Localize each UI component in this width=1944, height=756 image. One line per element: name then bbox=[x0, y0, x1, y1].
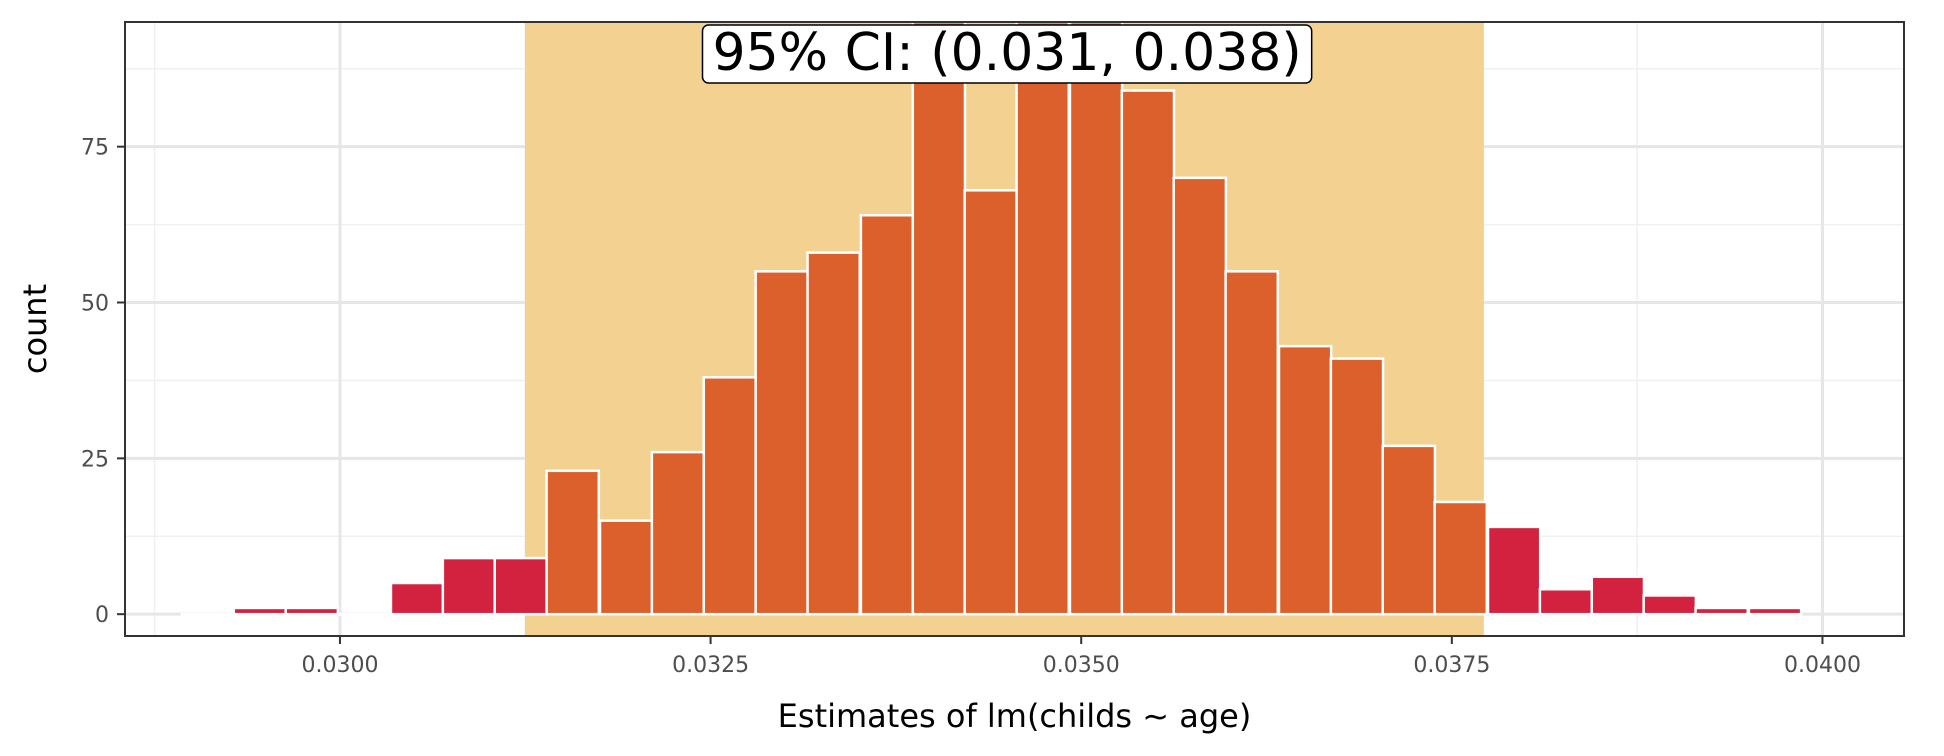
histogram-bar bbox=[1433, 500, 1489, 616]
histogram-bar bbox=[1068, 20, 1124, 616]
histogram-bar bbox=[1642, 594, 1698, 616]
histogram-bar bbox=[911, 20, 967, 616]
histogram-bar bbox=[493, 556, 549, 616]
histogram-bar bbox=[1486, 525, 1542, 616]
y-axis-ticks: 0 25 50 75 bbox=[81, 136, 125, 628]
histogram-bars bbox=[180, 20, 1803, 616]
y-tick-label: 25 bbox=[81, 447, 109, 472]
histogram-bar bbox=[1747, 606, 1803, 616]
histogram-bar bbox=[545, 469, 601, 616]
histogram-bar bbox=[1172, 176, 1228, 616]
histogram-bar bbox=[963, 189, 1019, 616]
y-tick-label: 50 bbox=[81, 292, 109, 317]
x-axis-title: Estimates of lm(childs ~ age) bbox=[778, 697, 1252, 735]
histogram-bar bbox=[1329, 357, 1385, 616]
x-tick-label: 0.0375 bbox=[1413, 653, 1490, 678]
histogram-bar bbox=[1538, 587, 1594, 616]
histogram-bar bbox=[1277, 344, 1333, 616]
x-tick-label: 0.0400 bbox=[1784, 653, 1861, 678]
histogram-bar bbox=[284, 606, 340, 616]
panel-border bbox=[124, 21, 1905, 637]
histogram-bar bbox=[180, 612, 236, 616]
x-tick-label: 0.0300 bbox=[301, 653, 378, 678]
x-tick-label: 0.0325 bbox=[672, 653, 749, 678]
panel-frame bbox=[124, 21, 1905, 637]
histogram-bar bbox=[754, 270, 810, 616]
histogram-bar bbox=[1590, 575, 1646, 616]
ci-annotation: 95% CI: (0.031, 0.038) bbox=[701, 23, 1313, 84]
histogram-bar bbox=[389, 581, 445, 616]
y-tick-label: 75 bbox=[81, 136, 109, 161]
histogram-bar bbox=[1120, 89, 1176, 616]
ci-annotation-box bbox=[701, 24, 1313, 84]
histogram-bar bbox=[650, 450, 706, 616]
histogram-bar bbox=[1224, 270, 1280, 616]
x-tick-label: 0.0350 bbox=[1043, 653, 1120, 678]
histogram-bar bbox=[806, 251, 861, 616]
y-axis-title: count bbox=[16, 284, 54, 374]
histogram-bar bbox=[1694, 606, 1749, 616]
ci-annotation-label: 95% CI: (0.031, 0.038) bbox=[713, 23, 1302, 83]
histogram-bar bbox=[336, 612, 392, 616]
histogram-bar bbox=[598, 519, 654, 616]
histogram-bar bbox=[441, 556, 497, 616]
y-tick-label: 0 bbox=[95, 603, 109, 628]
histogram-bar bbox=[859, 213, 915, 616]
x-axis-ticks: 0.0300 0.0325 0.0350 0.0375 0.0400 bbox=[301, 636, 1861, 678]
histogram-bar bbox=[232, 606, 288, 616]
histogram-bar bbox=[1015, 20, 1071, 616]
histogram-bar bbox=[1381, 444, 1437, 616]
histogram-bar bbox=[702, 376, 758, 616]
